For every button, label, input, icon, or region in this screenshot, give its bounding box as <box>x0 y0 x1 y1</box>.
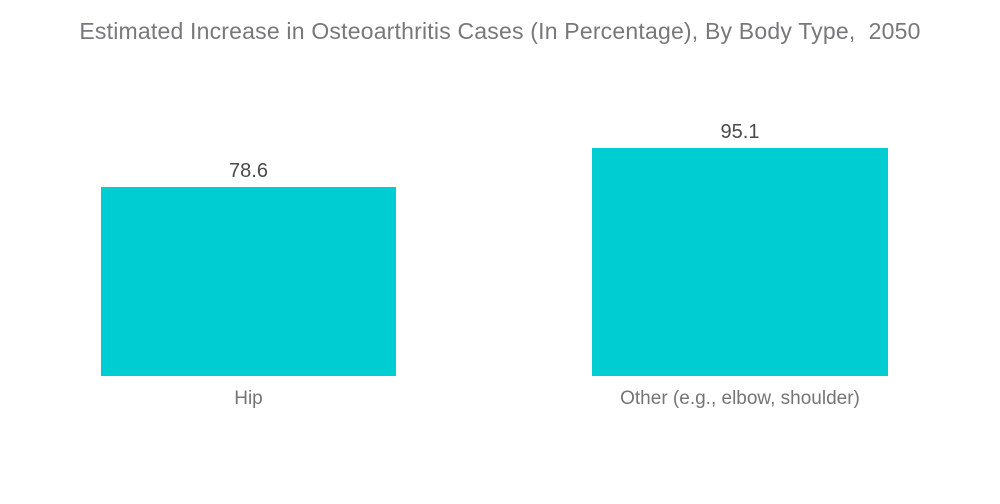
chart-title: Estimated Increase in Osteoarthritis Cas… <box>79 18 921 44</box>
bar-value-label: 95.1 <box>720 121 760 143</box>
category-label-other: Other (e.g., elbow, shoulder) <box>620 388 860 409</box>
bar-hip <box>101 187 396 376</box>
category-label-hip: Hip <box>234 388 263 409</box>
bar-group-hip: 78.6 Hip <box>101 160 396 408</box>
bar-group-other: 95.1 Other (e.g., elbow, shoulder) <box>592 121 888 408</box>
bar-value-label: 78.6 <box>229 160 268 182</box>
bar-other <box>592 148 888 376</box>
